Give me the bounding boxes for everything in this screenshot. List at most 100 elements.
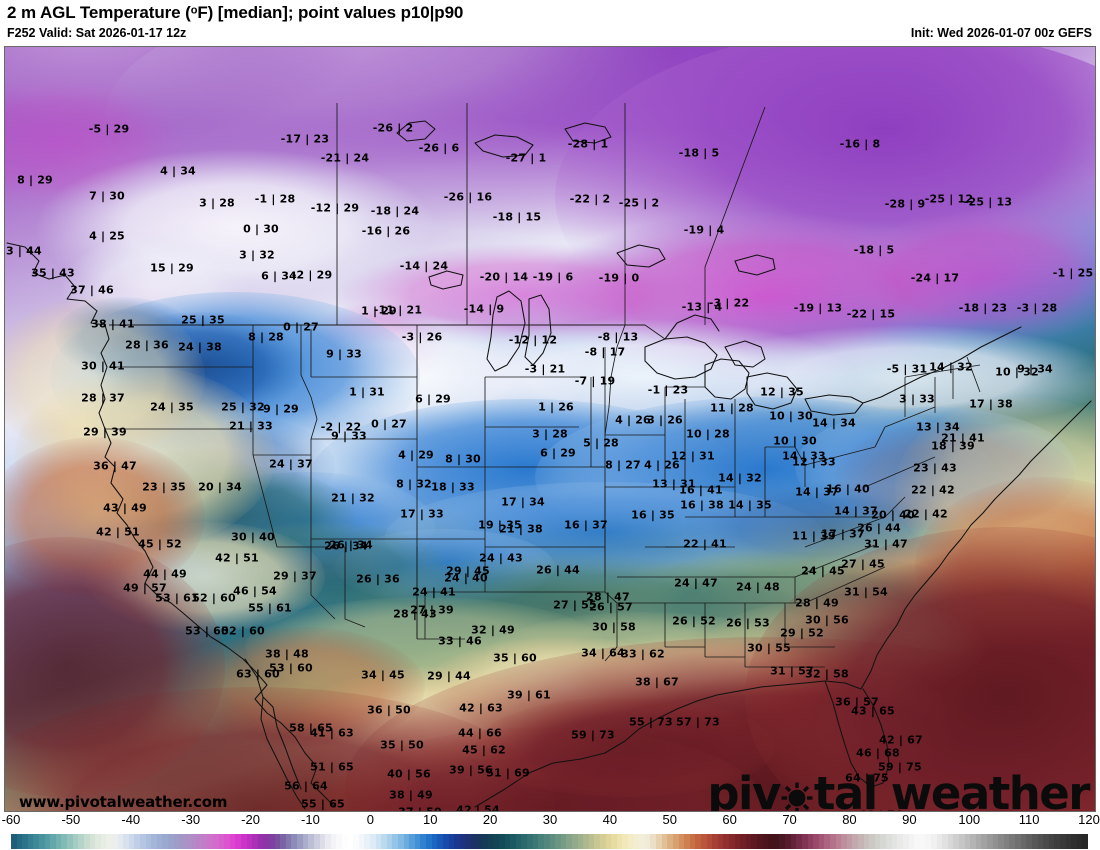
colorbar-swatch: [745, 834, 752, 849]
point-value-label: 32 | 49: [471, 623, 515, 637]
colorbar-swatch: [145, 834, 152, 849]
point-value-label: -3 | 26: [401, 330, 443, 344]
colorbar-swatch: [398, 834, 404, 849]
point-value-label: 0 | 27: [283, 320, 319, 334]
point-value-label: 36 | 57: [835, 695, 879, 709]
point-value-label: 46 | 68: [856, 746, 900, 760]
point-value-label: 26 | 34: [324, 539, 368, 553]
point-value-label: 24 | 45: [801, 564, 845, 578]
colorbar-swatch: [72, 834, 79, 849]
colorbar-swatch: [78, 834, 84, 849]
colorbar-tick-labels: -60 -50 -40 -30 -20 -10 0 10 20 30 40 50 60 70 80 90 100…: [0, 812, 1100, 832]
point-value-label: 26 | 52: [672, 614, 716, 628]
point-value-label: 16 | 35: [631, 508, 675, 522]
colorbar-swatch: [1026, 834, 1032, 849]
colorbar-swatch: [975, 834, 982, 849]
colorbar-swatch: [902, 834, 909, 849]
point-value-label: 13 | 34: [916, 420, 960, 434]
point-value-label: -3 | 28: [1016, 301, 1058, 315]
point-value-label: 3 | 32: [239, 248, 275, 262]
point-value-label: -19 | 0: [598, 271, 640, 285]
logo-text-pre: piv: [707, 767, 781, 811]
point-value-label: 36 | 50: [367, 703, 411, 717]
colorbar-swatch: [224, 834, 230, 849]
colorbar-swatch: [33, 834, 40, 849]
colorbar-swatch: [874, 834, 881, 849]
colorbar-tick: 110: [1018, 812, 1040, 827]
map-panel[interactable]: -5 | 29 8 | 29 4 | 34 7 | 30 3 | 28 -1 | 28 -1…: [4, 46, 1096, 812]
colorbar-swatch: [751, 834, 758, 849]
init-time-label: Init: Wed 2026-01-07 00z GEFS: [910, 26, 1092, 40]
point-value-label: 7 | 30: [89, 189, 125, 203]
point-value-label: 10 | 32: [995, 365, 1039, 379]
colorbar-swatch: [622, 834, 629, 849]
point-value-label: 59 | 75: [878, 760, 922, 774]
colorbar-swatch: [313, 834, 320, 849]
point-value-label: -26 | 2: [372, 121, 414, 135]
point-value-label: 42 | 63: [459, 701, 503, 715]
colorbar-swatch: [740, 834, 746, 849]
point-value-label: 11 | 28: [710, 401, 754, 415]
colorbar-swatch: [605, 834, 612, 849]
point-value-label: 42 | 51: [215, 551, 259, 565]
point-value-label: 38 | 67: [635, 675, 679, 689]
colorbar-swatch: [168, 834, 174, 849]
point-value-label: 14 | 33: [782, 449, 826, 463]
colorbar-swatch: [987, 834, 993, 849]
point-value-label: 63 | 60: [236, 667, 280, 681]
colorbar-swatch: [353, 834, 359, 849]
colorbar-swatch: [179, 834, 185, 849]
colorbar-swatch: [869, 834, 875, 849]
colorbar-swatch: [482, 834, 488, 849]
point-value-label: -25 | 12: [924, 192, 974, 206]
point-value-label: 12 | 31: [671, 449, 715, 463]
point-value-label: -5 | 31: [886, 362, 928, 376]
point-value-label: 31 | 57: [770, 664, 814, 678]
colorbar-swatch: [1015, 834, 1021, 849]
colorbar-swatch: [442, 834, 449, 849]
colorbar-swatch: [1082, 834, 1088, 849]
point-value-label: 35 | 60: [493, 651, 537, 665]
colorbar-tick: -20: [241, 812, 260, 827]
page-title: 2 m AGL Temperature (oF) [median]; point…: [7, 3, 463, 23]
colorbar-swatch: [1003, 834, 1010, 849]
point-value-label: 34 | 64: [581, 646, 625, 660]
colorbar-swatch: [633, 834, 640, 849]
colorbar-swatch: [942, 834, 948, 849]
point-value-label: -18 | 23: [958, 301, 1008, 315]
map-canvas[interactable]: -5 | 29 8 | 29 4 | 34 7 | 30 3 | 28 -1 | 28 -1…: [5, 47, 1095, 811]
point-value-label: -28 | 9: [884, 197, 926, 211]
point-value-label: -14 | 9: [463, 302, 505, 316]
colorbar-swatch: [515, 834, 522, 849]
colorbar-swatch: [140, 834, 146, 849]
colorbar-swatch: [246, 834, 253, 849]
point-value-label: -18 | 5: [853, 243, 895, 257]
colorbar-swatch: [538, 834, 544, 849]
point-value-label: 28 | 37: [81, 391, 125, 405]
point-value-label: 9 | 33: [331, 429, 367, 443]
point-value-label: -7 | 19: [574, 374, 616, 388]
point-value-label: 45 | 62: [462, 743, 506, 757]
point-value-label: 17 | 33: [400, 507, 444, 521]
point-value-label: 24 | 38: [178, 340, 222, 354]
colorbar-swatch: [123, 834, 129, 849]
colorbar-swatch: [341, 834, 348, 849]
colorbar-swatch: [571, 834, 578, 849]
point-value-label: 22 | 41: [683, 537, 727, 551]
colorbar-swatch: [1048, 834, 1055, 849]
colorbar-swatch: [532, 834, 539, 849]
colorbar-tick: 90: [902, 812, 917, 827]
point-value-label: 1 | 31: [349, 385, 385, 399]
colorbar-swatch: [291, 834, 298, 849]
colorbar-swatch: [712, 834, 718, 849]
point-value-label: 38 | 48: [265, 647, 309, 661]
colorbar-swatch: [925, 834, 931, 849]
point-value-label: 9 | 29: [263, 402, 299, 416]
point-value-label: -19 | 13: [793, 301, 843, 315]
colorbar-tick: -60: [1, 812, 21, 827]
point-value-label: 9 | 33: [326, 347, 362, 361]
colorbar-swatch: [487, 834, 494, 849]
point-value-label: 42 | 51: [96, 525, 140, 539]
colorbar-swatch: [162, 834, 169, 849]
colorbar-swatch: [61, 834, 68, 849]
